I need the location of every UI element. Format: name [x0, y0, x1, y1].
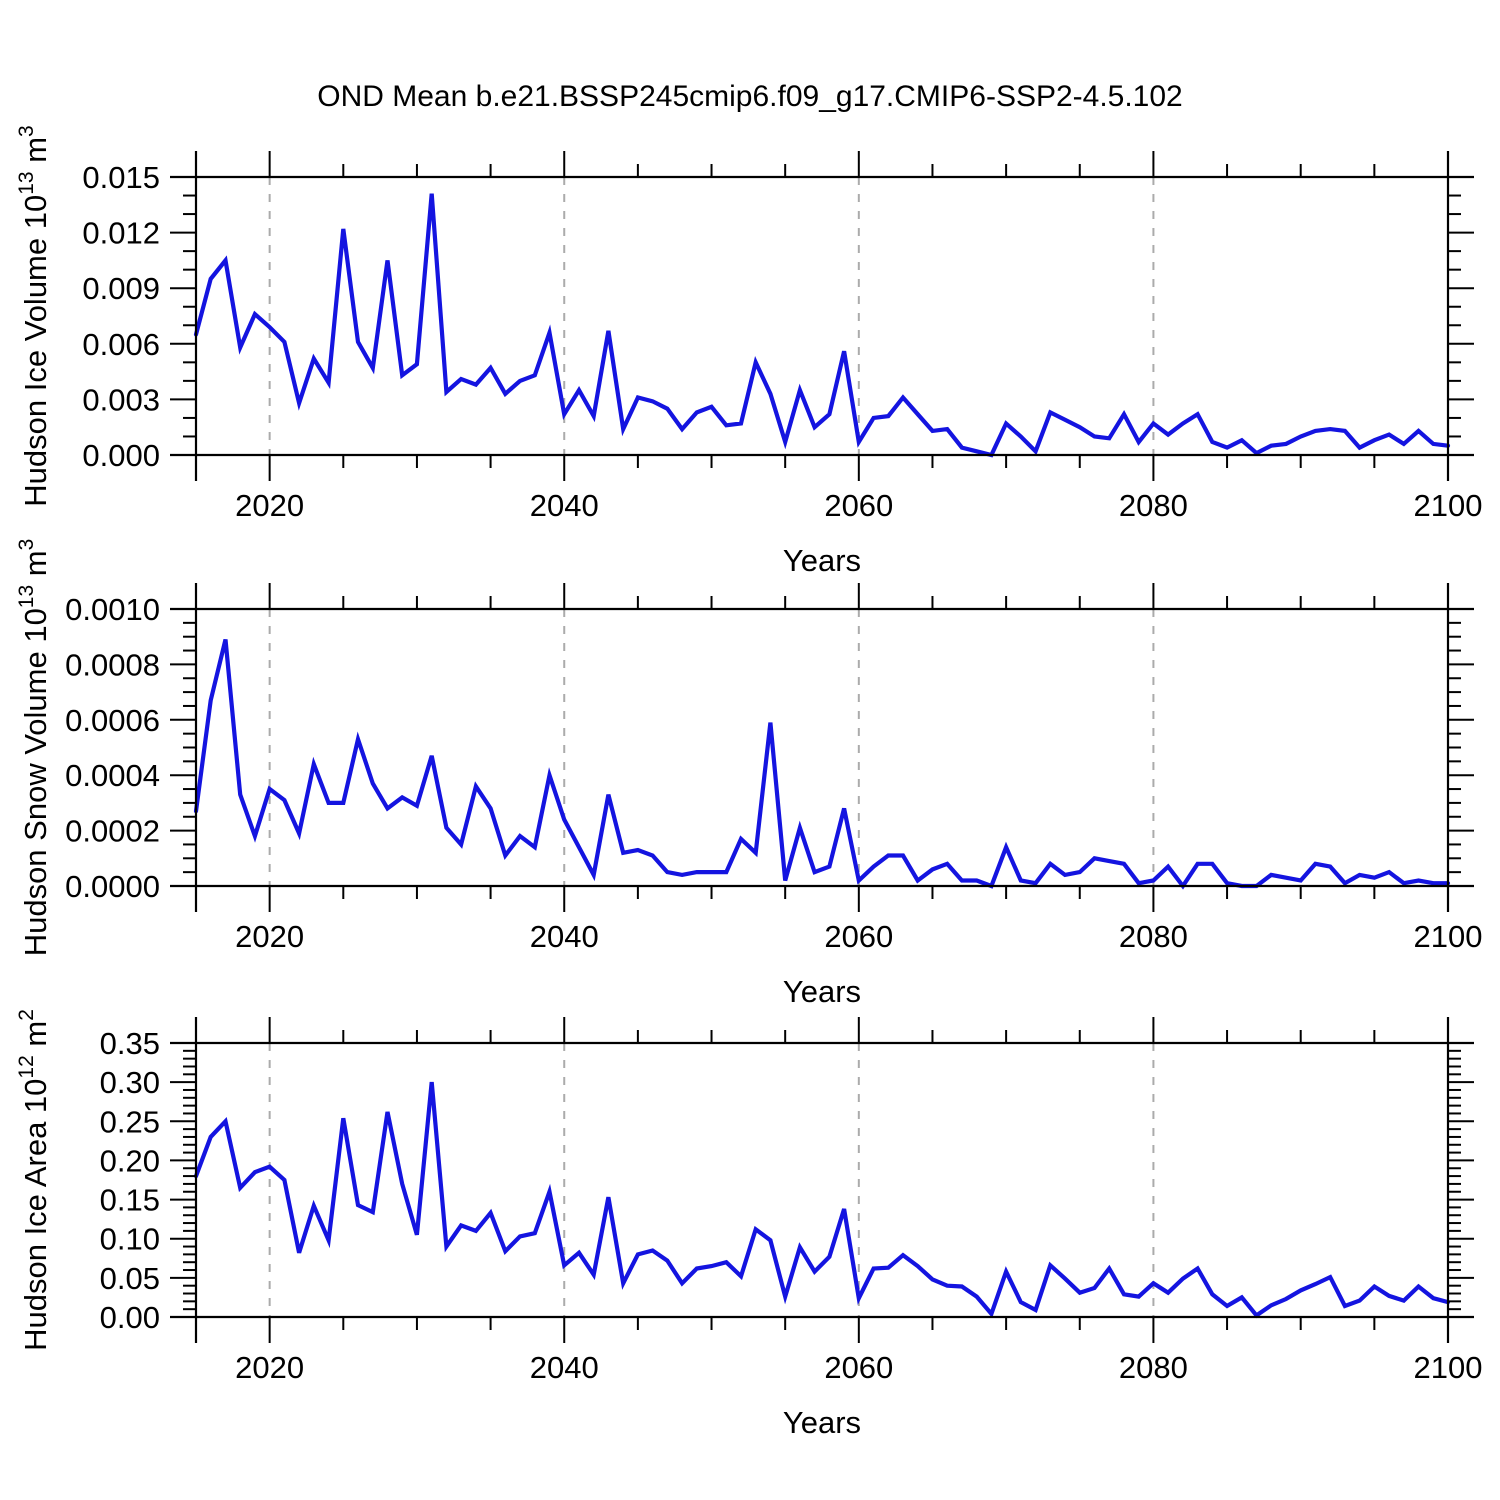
x-tick-label: 2040 [530, 1350, 599, 1385]
hudson-ice-area-line [193, 1081, 1451, 1319]
x-ticks [195, 583, 1449, 912]
x-tick-label: 2060 [824, 919, 893, 954]
x-tick-label: 2080 [1119, 1350, 1188, 1385]
y-tick-label: 0.00 [100, 1300, 160, 1335]
y-tick-label: 0.10 [100, 1222, 160, 1257]
x-tick-label: 2060 [824, 1350, 893, 1385]
axes-frame [170, 151, 1474, 481]
y-tick-label: 0.015 [82, 160, 160, 195]
hudson-snow-volume-line [193, 639, 1451, 890]
x-tick-label: 2020 [235, 1350, 304, 1385]
y-tick-label: 0.0006 [65, 703, 160, 738]
x-tick-label: 2020 [235, 919, 304, 954]
x-tick-label: 2080 [1119, 919, 1188, 954]
x-tick-label: 2040 [530, 488, 599, 523]
y-tick-labels: 0.0000 0.0002 0.0004 0.0006 0.0008 0.0010 [65, 592, 160, 904]
plot-title: OND Mean b.e21.BSSP245cmip6.f09_g17.CMIP… [317, 80, 1183, 113]
y-tick-label: 0.30 [100, 1065, 160, 1100]
y-tick-label: 0.003 [82, 382, 160, 417]
axes-frame [170, 1017, 1474, 1343]
y-ticks [170, 176, 1474, 456]
y-tick-label: 0.0008 [65, 647, 160, 682]
x-tick-label: 2100 [1414, 1350, 1483, 1385]
x-tick-labels: 2020 2040 2060 2080 2100 [235, 919, 1482, 954]
chart-hudson-snow-volume: 0.0000 0.0002 0.0004 0.0006 0.0008 0.0010 2020… [15, 539, 1482, 1009]
y-tick-label: 0.009 [82, 271, 160, 306]
y-tick-label: 0.000 [82, 438, 160, 473]
x-axis-title: Years [783, 1405, 861, 1440]
x-axis-title: Years [783, 543, 861, 578]
y-tick-label: 0.0000 [65, 869, 160, 904]
x-axis-title: Years [783, 974, 861, 1009]
x-tick-label: 2100 [1414, 919, 1483, 954]
gridlines [268, 1043, 1155, 1317]
y-tick-label: 0.0010 [65, 592, 160, 627]
x-tick-labels: 2020 2040 2060 2080 2100 [235, 488, 1482, 523]
gridlines [268, 177, 1155, 455]
y-axis-title: Hudson Ice Area 1012 m2 [15, 1009, 53, 1351]
y-ticks [170, 608, 1474, 887]
y-tick-label: 0.0004 [65, 758, 160, 793]
y-ticks [170, 1042, 1474, 1318]
y-tick-labels: 0.00 0.05 0.10 0.15 0.20 0.25 0.30 0.35 [100, 1026, 160, 1335]
x-tick-label: 2100 [1414, 488, 1483, 523]
y-tick-label: 0.35 [100, 1026, 160, 1061]
x-tick-label: 2060 [824, 488, 893, 523]
chart-hudson-ice-area: 0.00 0.05 0.10 0.15 0.20 0.25 0.30 0.35 2020 2040… [15, 1009, 1482, 1440]
x-tick-label: 2020 [235, 488, 304, 523]
y-tick-label: 0.20 [100, 1143, 160, 1178]
gridlines [268, 609, 1155, 886]
x-ticks [195, 151, 1449, 481]
y-tick-label: 0.25 [100, 1104, 160, 1139]
y-tick-label: 0.15 [100, 1183, 160, 1218]
y-tick-label: 0.05 [100, 1261, 160, 1296]
y-axis-title: Hudson Snow Volume 1013 m3 [15, 539, 53, 957]
y-tick-label: 0.006 [82, 327, 160, 362]
hudson-ice-volume-line [193, 193, 1451, 458]
y-tick-label: 0.0002 [65, 814, 160, 849]
y-tick-labels: 0.000 0.003 0.006 0.009 0.012 0.015 [82, 160, 160, 473]
y-tick-label: 0.012 [82, 216, 160, 251]
x-tick-labels: 2020 2040 2060 2080 2100 [235, 1350, 1482, 1385]
axes-frame [170, 583, 1474, 912]
x-tick-label: 2080 [1119, 488, 1188, 523]
x-tick-label: 2040 [530, 919, 599, 954]
y-axis-title: Hudson Ice Volume 1013 m3 [15, 125, 53, 506]
x-ticks [195, 1017, 1449, 1343]
